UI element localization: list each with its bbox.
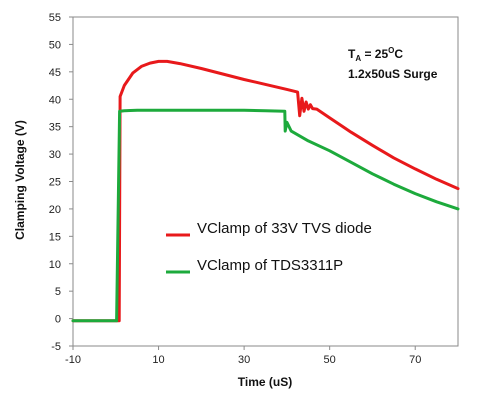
y-axis-title: Clamping Voltage (V) <box>13 120 27 240</box>
y-tick-label: 10 <box>49 259 61 271</box>
y-tick-label: -5 <box>51 341 61 353</box>
legend-label-tvs: VClamp of 33V TVS diode <box>197 220 372 237</box>
y-axis-ticks: -5 0 5 10 15 20 25 30 35 40 45 50 55 <box>49 12 73 353</box>
y-tick-label: 20 <box>49 204 61 216</box>
y-tick-label: 45 <box>49 67 61 79</box>
series-line-tvs-diode <box>71 59 460 323</box>
y-tick-label: 30 <box>49 149 61 161</box>
surge-annotation: 1.2x50uS Surge <box>348 67 438 81</box>
x-tick-label: -10 <box>65 354 81 366</box>
series-line-tds3311p <box>71 108 460 323</box>
legend: VClamp of 33V TVS diode VClamp of TDS331… <box>160 205 404 295</box>
y-tick-label: 40 <box>49 94 61 106</box>
series-layer <box>71 59 460 323</box>
x-axis-title: Time (uS) <box>238 375 292 389</box>
x-tick-label: 10 <box>152 354 164 366</box>
y-tick-label: 50 <box>49 39 61 51</box>
y-tick-label: 0 <box>55 314 61 326</box>
y-tick-label: 35 <box>49 122 61 134</box>
y-tick-label: 5 <box>55 286 61 298</box>
ta-annotation: TA = 25OC <box>348 46 403 63</box>
y-tick-label: 15 <box>49 231 61 243</box>
y-tick-label: 25 <box>49 177 61 189</box>
legend-box <box>160 205 404 295</box>
x-tick-label: 70 <box>409 354 421 366</box>
x-axis-ticks: -10 10 30 50 70 <box>65 346 421 366</box>
condition-annotation: TA = 25OC 1.2x50uS Surge <box>348 46 438 81</box>
y-tick-label: 55 <box>49 12 61 24</box>
x-tick-label: 30 <box>238 354 250 366</box>
legend-label-tds: VClamp of TDS3311P <box>197 257 343 274</box>
x-tick-label: 50 <box>324 354 336 366</box>
